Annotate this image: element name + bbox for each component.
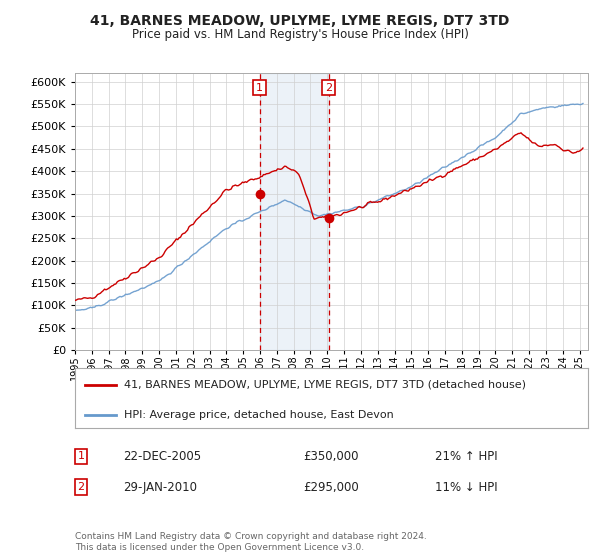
Text: Price paid vs. HM Land Registry's House Price Index (HPI): Price paid vs. HM Land Registry's House … — [131, 28, 469, 41]
Text: 21% ↑ HPI: 21% ↑ HPI — [435, 450, 497, 463]
Text: 41, BARNES MEADOW, UPLYME, LYME REGIS, DT7 3TD: 41, BARNES MEADOW, UPLYME, LYME REGIS, D… — [91, 14, 509, 28]
Text: £295,000: £295,000 — [303, 480, 359, 494]
Text: 1: 1 — [77, 451, 85, 461]
Text: Contains HM Land Registry data © Crown copyright and database right 2024.
This d: Contains HM Land Registry data © Crown c… — [75, 532, 427, 552]
Text: £350,000: £350,000 — [303, 450, 359, 463]
Bar — [260, 73, 329, 350]
Text: HPI: Average price, detached house, East Devon: HPI: Average price, detached house, East… — [124, 410, 394, 420]
Text: 2: 2 — [325, 82, 332, 92]
Text: 29-JAN-2010: 29-JAN-2010 — [123, 480, 197, 494]
Text: 22-DEC-2005: 22-DEC-2005 — [123, 450, 201, 463]
Text: 2: 2 — [77, 482, 85, 492]
Text: 41, BARNES MEADOW, UPLYME, LYME REGIS, DT7 3TD (detached house): 41, BARNES MEADOW, UPLYME, LYME REGIS, D… — [124, 380, 526, 390]
Text: 11% ↓ HPI: 11% ↓ HPI — [435, 480, 497, 494]
Text: 1: 1 — [256, 82, 263, 92]
